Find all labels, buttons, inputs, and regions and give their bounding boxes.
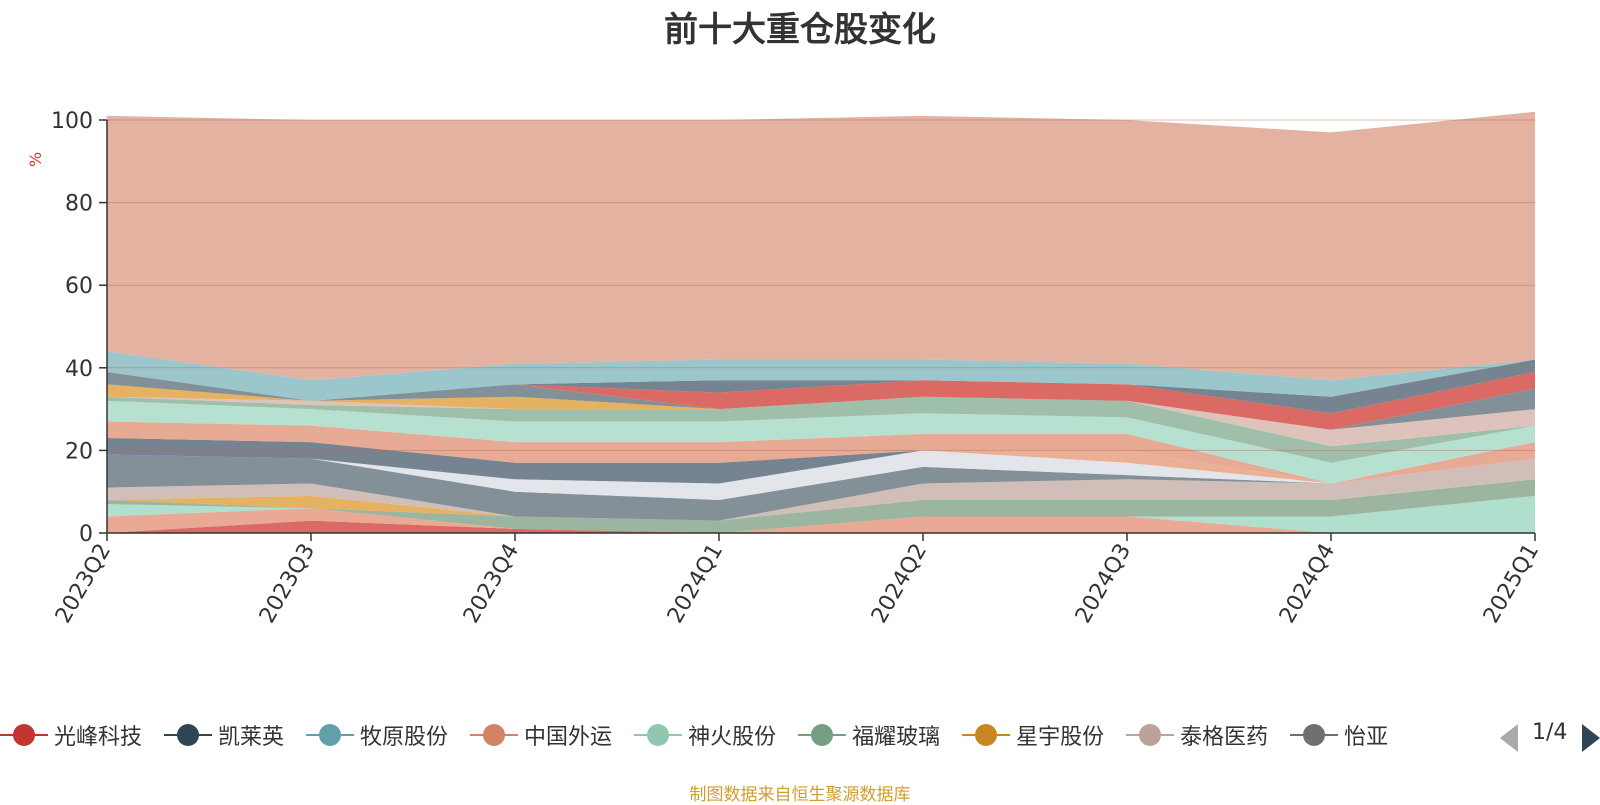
legend-pager: 1/4 xyxy=(1500,718,1600,752)
area-band-20 xyxy=(107,111,1535,381)
legend-marker-icon xyxy=(634,723,683,747)
y-tick-label: 80 xyxy=(65,192,93,217)
y-tick-label: 40 xyxy=(65,357,93,382)
y-tick-label: 0 xyxy=(79,522,93,547)
grid-lines xyxy=(107,119,1535,451)
x-tick-label: 2023Q3 xyxy=(255,540,320,628)
legend-label: 神火股份 xyxy=(688,725,777,750)
area-band-14 xyxy=(107,396,1535,447)
x-tick-label: 2024Q2 xyxy=(867,540,932,628)
y-tick-label: 100 xyxy=(51,109,93,134)
area-band-9 xyxy=(107,450,1535,484)
legend-label: 星宇股份 xyxy=(1016,725,1105,750)
area-band-1 xyxy=(107,520,1535,533)
legend-item[interactable]: 凯莱英 xyxy=(164,718,284,752)
legend-marker-icon xyxy=(962,723,1011,747)
legend-item[interactable]: 福耀玻璃 xyxy=(798,718,940,752)
x-tick-label: 2023Q4 xyxy=(459,540,524,628)
legend-prev-page-icon[interactable] xyxy=(1500,724,1518,752)
y-tick-label: 60 xyxy=(65,274,93,299)
legend-marker-icon xyxy=(798,723,847,747)
area-band-19 xyxy=(107,351,1535,401)
legend-label: 怡亚 xyxy=(1344,725,1389,750)
area-bands xyxy=(107,111,1535,533)
legend-item[interactable]: 光峰科技 xyxy=(0,718,142,752)
legend: 光峰科技 凯莱英 牧原股份 中国外运 神火股份 福耀玻璃 星宇股份 泰格医药 怡亚 xyxy=(0,718,1600,752)
legend-item[interactable]: 泰格医药 xyxy=(1126,718,1268,752)
x-tick-label: 2024Q1 xyxy=(663,540,728,628)
area-band-2 xyxy=(107,508,1535,533)
legend-item[interactable]: 怡亚 xyxy=(1290,718,1388,752)
legend-item[interactable]: 神火股份 xyxy=(634,718,776,752)
data-source-note: 制图数据来自恒生聚源数据库 xyxy=(689,785,911,805)
legend-marker-icon xyxy=(306,723,355,747)
legend-marker-icon xyxy=(470,723,519,747)
area-band-10 xyxy=(107,438,1535,484)
legend-label: 泰格医药 xyxy=(1180,725,1269,750)
area-band-4 xyxy=(107,479,1535,533)
legend-marker-icon xyxy=(1290,723,1339,747)
legend-items: 光峰科技 凯莱英 牧原股份 中国外运 神火股份 福耀玻璃 星宇股份 泰格医药 怡亚 xyxy=(0,718,1480,752)
chart-title: 前十大重仓股变化 xyxy=(664,10,936,50)
stacked-area-chart: 0 20 40 60 80 100 2023Q2 2023Q3 2023Q4 2024Q1 2024… xyxy=(51,109,1544,628)
legend-label: 凯莱英 xyxy=(218,725,285,750)
legend-label: 中国外运 xyxy=(524,725,613,750)
legend-item[interactable]: 牧原股份 xyxy=(306,718,448,752)
area-band-3 xyxy=(107,495,1535,533)
legend-label: 福耀玻璃 xyxy=(852,725,941,750)
x-tick-label: 2025Q1 xyxy=(1479,540,1544,628)
legend-item[interactable]: 中国外运 xyxy=(470,718,612,752)
x-tick-label: 2023Q2 xyxy=(51,540,116,628)
area-band-12 xyxy=(107,400,1535,484)
legend-item[interactable]: 星宇股份 xyxy=(962,718,1104,752)
legend-marker-icon xyxy=(0,723,48,747)
legend-marker-icon xyxy=(1126,723,1175,747)
legend-label: 牧原股份 xyxy=(360,725,449,750)
area-band-7 xyxy=(107,454,1535,521)
area-band-6 xyxy=(107,458,1535,521)
area-band-17 xyxy=(107,371,1535,430)
area-band-11 xyxy=(107,421,1535,484)
x-tick-label: 2024Q3 xyxy=(1071,540,1136,628)
y-tick-label: 20 xyxy=(65,439,93,464)
legend-next-page-icon[interactable] xyxy=(1582,724,1600,752)
legend-page-indicator: 1/4 xyxy=(1532,720,1568,745)
area-band-13 xyxy=(107,396,1535,463)
area-band-8 xyxy=(107,450,1535,500)
legend-label: 光峰科技 xyxy=(54,725,143,750)
legend-marker-icon xyxy=(164,723,213,747)
x-tick-label: 2024Q4 xyxy=(1275,540,1340,628)
